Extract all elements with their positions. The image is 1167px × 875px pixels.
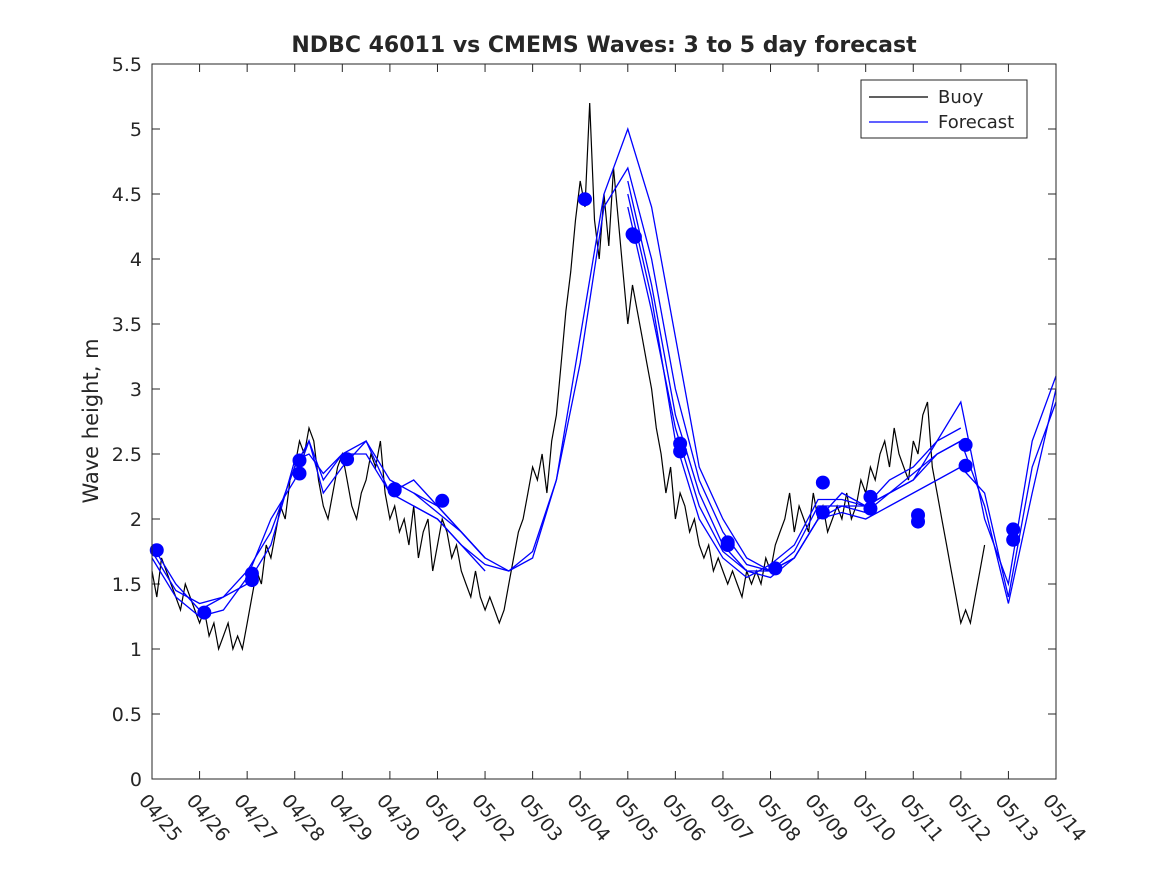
forecast-marker [815,475,830,490]
y-tick-label: 3 [130,379,142,401]
forecast-marker [577,192,592,207]
forecast-marker [627,229,642,244]
forecast-marker [815,505,830,520]
forecast-marker [720,538,735,552]
legend-box [860,79,1028,139]
forecast-marker [911,514,926,529]
y-tick-label: 2.5 [112,444,142,466]
forecast-marker [863,489,878,504]
legend-buoy-label: Buoy [938,87,984,108]
y-tick-label: 0 [130,769,142,791]
y-tick-label: 0.5 [112,704,142,726]
forecast-marker [673,444,688,459]
forecast-line-7 [627,206,1057,587]
forecast-line-8 [627,193,1057,604]
forecast-marker [435,493,450,508]
y-tick-label: 5 [130,119,142,141]
y-tick-label: 1 [130,639,142,661]
y-tick-label: 5.5 [112,54,142,76]
forecast-marker [1006,522,1021,537]
forecast-line-3 [151,440,486,605]
chart-title: NDBC 46011 vs CMEMS Waves: 3 to 5 day fo… [291,33,917,58]
forecast-marker [340,452,355,467]
forecast-marker [149,543,164,558]
forecast-marker [292,453,307,468]
y-tick-label: 3.5 [112,314,142,336]
forecast-marker [958,437,973,452]
forecast-marker [863,501,878,516]
series-layer [149,102,1057,652]
forecast-marker [958,458,973,473]
forecast-marker [197,605,212,620]
plot-frame [151,63,1057,780]
legend: Buoy Forecast [860,79,1028,139]
y-tick-label: 1.5 [112,574,142,596]
forecast-line-1 [151,439,486,611]
y-axis-label: Wave height, m [79,338,103,503]
forecast-marker [768,561,783,576]
y-tick-label: 4.5 [112,184,142,206]
forecast-marker [1006,532,1021,547]
forecast-marker [292,466,307,481]
forecast-marker [387,483,402,498]
y-tick-label: 2 [130,509,142,531]
forecast-marker [244,573,259,588]
forecast-line-6 [627,180,1057,598]
legend-forecast-label: Forecast [938,112,1014,133]
y-tick-label: 4 [130,249,142,271]
